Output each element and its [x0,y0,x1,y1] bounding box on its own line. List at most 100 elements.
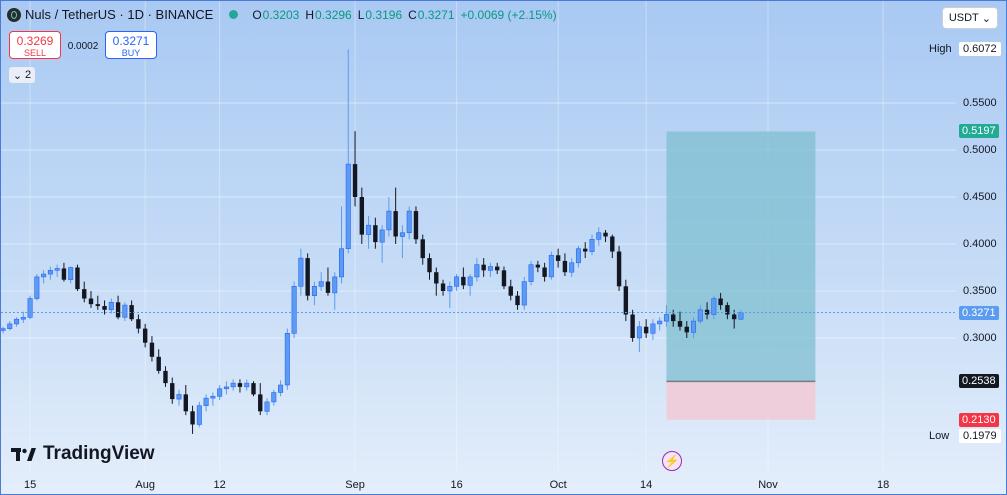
candle-body [487,266,493,271]
symbol-title[interactable]: Nuls / TetherUS · 1D · BINANCE [25,7,214,22]
candle-body [7,323,13,329]
candle-body [454,276,460,287]
candle [359,187,365,244]
candle-body [68,267,74,281]
candle-body [393,211,398,237]
candle-body [27,298,33,318]
candle-body [725,305,730,315]
x-tick-label: 15 [23,479,37,491]
candle-body [251,383,256,395]
candle-body [183,394,188,412]
candle-body [311,285,317,296]
candle [616,245,622,291]
candle-body [440,283,446,291]
candle-body [237,383,243,387]
candle-body [434,272,439,284]
candle-body [203,397,209,406]
candle [569,258,575,277]
candle-body [291,285,297,334]
indicators-toggle[interactable]: ⌄ 2 [9,67,35,83]
candle [393,187,398,244]
candle-body [650,323,656,334]
candle-body [163,370,168,384]
candle-body [731,314,737,320]
candle [481,258,486,277]
candle-body [596,232,602,240]
candle-body [115,302,121,318]
candle [183,385,188,416]
currency-select[interactable]: USDT ⌄ [941,7,998,29]
last-price-tag: 0.3271 [959,305,999,320]
candle [258,383,263,416]
candle-body [616,251,622,287]
candle [738,309,744,321]
candle [725,302,730,320]
candle [278,380,284,397]
tradingview-logo[interactable]: TradingView [11,443,155,465]
candle-body [318,281,324,287]
candle [379,225,385,263]
buy-price: 0.3271 [112,34,150,48]
candle-body [305,258,310,296]
candle [7,321,13,331]
candle-body [663,314,669,322]
candle [603,229,608,243]
symbol-header: Nuls / TetherUS · 1D · BINANCE O0.3203 H… [7,7,557,22]
candle-body [54,268,60,271]
candle [82,281,87,303]
candle-body [562,260,568,273]
buy-button[interactable]: 0.3271 BUY [105,31,157,59]
candle-body [156,356,161,371]
loss-zone[interactable] [666,381,816,420]
candle-body [461,276,466,286]
candle [704,302,710,320]
x-tick-label: Sep [345,479,365,491]
chevron-down-icon: ⌄ [12,69,23,82]
candle [562,253,568,276]
candle-body [657,320,663,325]
position-zones[interactable] [666,131,816,420]
candle-body [684,326,689,333]
candle [697,305,703,324]
y-tick-label: 0.3500 [963,285,997,297]
candle [284,328,290,390]
candle [399,225,405,259]
candle [142,323,148,348]
candle-body [244,382,250,388]
candle [41,270,47,284]
candle [413,206,419,244]
x-tick-label: 14 [640,479,653,491]
x-tick-label: Nov [758,479,778,491]
candle [54,264,60,277]
candle-body [325,281,331,293]
candle [34,274,40,301]
candle-body [521,281,527,306]
sell-button[interactable]: 0.3269 SELL [9,31,61,59]
market-open-icon [229,10,239,19]
candle-body [704,309,710,315]
candle [406,206,412,240]
candle-body [14,318,20,325]
candle [352,131,358,207]
high-marker-value: 0.6072 [959,42,1001,56]
candle [548,251,554,280]
candle-body [298,257,304,287]
candle [575,245,581,268]
flash-icon[interactable]: ⚡ [662,451,682,471]
candle [264,398,270,416]
candle [528,260,534,286]
candle [244,379,250,391]
candle [657,317,663,331]
y-tick-label: 0.4500 [963,191,997,203]
candle [684,321,689,338]
y-tick-label: 0.5000 [963,144,997,156]
candle-body [589,239,595,252]
candle [623,279,629,322]
profit-zone[interactable] [666,131,816,382]
candle-body [630,314,635,338]
x-tick-label: Oct [549,479,567,491]
candle [596,227,602,246]
candle [630,309,635,342]
